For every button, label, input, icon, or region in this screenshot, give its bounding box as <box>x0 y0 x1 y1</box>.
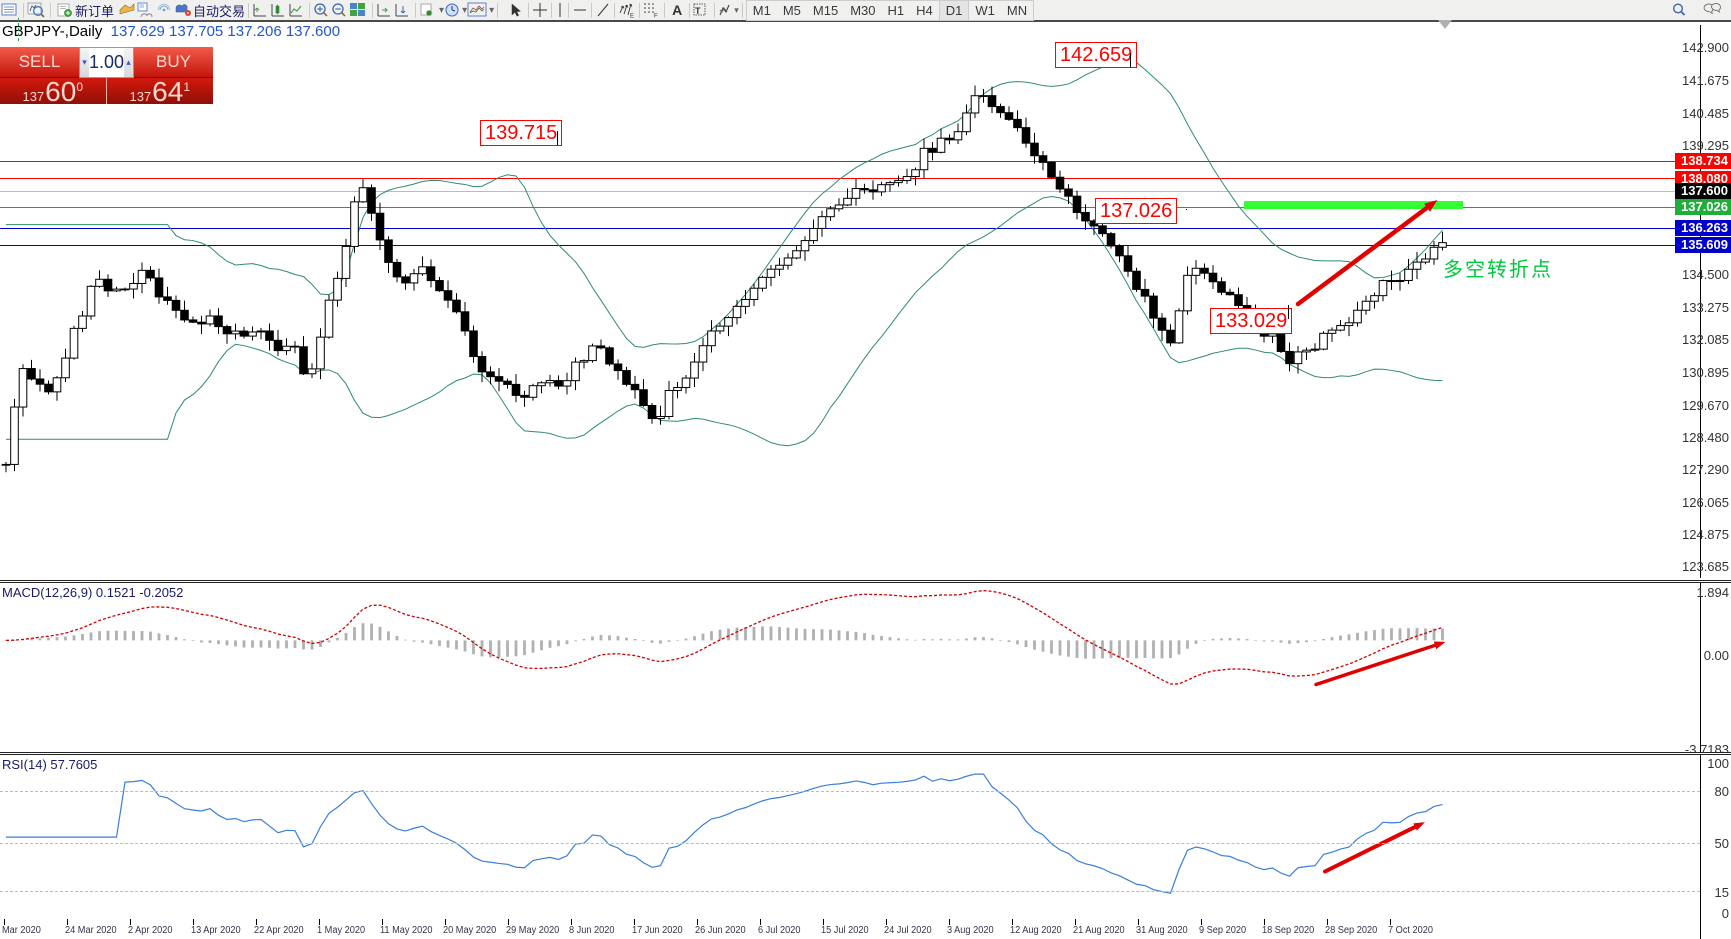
svg-text:E: E <box>630 14 634 19</box>
svg-text:F: F <box>654 14 658 19</box>
svg-text:T: T <box>695 6 701 16</box>
